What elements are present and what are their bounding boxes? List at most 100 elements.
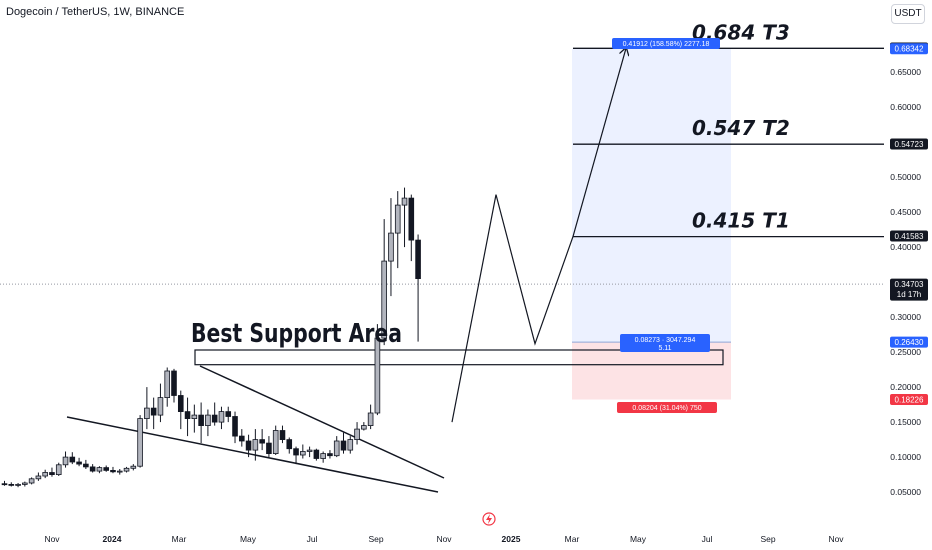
candle-body	[55, 464, 62, 475]
candle	[408, 194, 415, 262]
x-tick-label: Sep	[368, 534, 383, 544]
price-label-sub: 1d 17h	[897, 290, 921, 299]
candle	[381, 219, 387, 346]
candle	[55, 462, 62, 476]
candle-body	[259, 439, 265, 444]
candle	[354, 422, 360, 445]
candle	[286, 437, 293, 454]
candle	[164, 367, 171, 407]
candle-body	[388, 232, 394, 262]
candle-body	[69, 456, 76, 463]
price-label: 0.18226	[890, 394, 928, 406]
y-tick-label: 0.15000	[890, 417, 921, 427]
y-tick-label: 0.65000	[890, 67, 921, 77]
upper-trendline	[199, 365, 445, 479]
candle-body	[225, 411, 232, 417]
candle-body	[367, 412, 374, 427]
price-label-text: 0.41583	[895, 232, 924, 241]
candle-body	[191, 414, 198, 420]
candle	[76, 457, 82, 467]
candle-body	[381, 260, 387, 339]
candle	[1, 480, 8, 486]
candle	[28, 477, 35, 485]
candle-body	[76, 461, 82, 465]
x-tick-label: Sep	[760, 534, 775, 544]
candle-body	[157, 397, 164, 416]
candle-body	[313, 449, 320, 459]
candle-body	[83, 463, 89, 468]
candle-body	[116, 470, 123, 473]
price-axis[interactable]: 0.05000 0.10000 0.15000 0.20000 0.25000 0.300…	[890, 42, 928, 498]
candle-body	[374, 337, 381, 414]
candle-body	[8, 483, 15, 486]
time-axis[interactable]: Nov 2024 Mar May Jul Sep Nov 2025 Mar May Jul Sep No…	[44, 512, 844, 544]
candle-body	[123, 467, 130, 472]
candle-body	[110, 469, 116, 473]
price-label-text: 0.68342	[895, 45, 924, 54]
stop-info-tag-text: 0.08204 (31.04%) 750	[632, 405, 701, 412]
y-tick-label: 0.45000	[890, 207, 921, 217]
candle-body	[401, 197, 408, 206]
candle-body	[49, 472, 55, 475]
candle	[347, 436, 354, 454]
candle-body	[252, 439, 259, 451]
candle	[198, 402, 204, 444]
candle	[144, 387, 150, 430]
candle-body	[340, 440, 347, 451]
y-tick-label: 0.60000	[890, 102, 921, 112]
candle-body	[394, 204, 401, 234]
price-label-text: 0.26430	[895, 338, 924, 347]
price-label-bg	[890, 43, 928, 55]
price-label-bg	[890, 230, 928, 242]
price-label: 0.26430	[890, 336, 928, 348]
candle	[340, 432, 347, 454]
candle-body	[327, 453, 333, 457]
candle	[361, 422, 367, 431]
entry-info-tag-text: 5.11	[658, 345, 671, 352]
candle-body	[300, 451, 306, 456]
x-tick-label: 2024	[103, 534, 122, 544]
candle	[157, 383, 164, 423]
entry-info-tag-bg	[620, 334, 710, 352]
candles	[1, 187, 421, 488]
price-label-bg	[890, 138, 928, 150]
candle	[293, 446, 299, 465]
price-label: 0.68342	[890, 43, 928, 55]
candle	[415, 234, 421, 342]
candle-body	[35, 475, 42, 480]
x-tick-label: Jul	[702, 534, 713, 544]
candle-body	[15, 483, 21, 486]
candle	[83, 459, 89, 469]
flash-icon[interactable]	[482, 512, 496, 526]
candle	[103, 465, 110, 472]
candle-body	[171, 370, 177, 396]
price-label-text: 0.18226	[895, 396, 924, 405]
candle-body	[1, 483, 8, 486]
candle-body	[137, 418, 143, 467]
price-label-text: 0.54723	[895, 140, 924, 149]
candle-body	[347, 439, 354, 451]
currency-button[interactable]: USDT	[891, 4, 925, 24]
y-tick-label: 0.10000	[890, 452, 921, 462]
candle	[313, 448, 320, 461]
price-label: 0.54723	[890, 138, 928, 150]
x-tick-label: Nov	[828, 534, 844, 544]
x-tick-label: Nov	[44, 534, 60, 544]
candle-body	[103, 467, 110, 471]
candle-body	[42, 472, 48, 477]
candle	[22, 481, 28, 487]
target-info-tag: 0.41912 (158.58%) 2277.18	[612, 38, 720, 49]
support-label: Best Support Area	[191, 319, 402, 349]
candle	[49, 467, 55, 477]
candle	[110, 466, 116, 474]
candle-body	[184, 411, 191, 420]
candle	[218, 406, 225, 430]
candle	[232, 411, 238, 444]
candle	[327, 450, 333, 459]
candle	[62, 451, 69, 468]
price-label-text: 0.34703	[895, 280, 924, 289]
candle-body	[293, 448, 299, 456]
